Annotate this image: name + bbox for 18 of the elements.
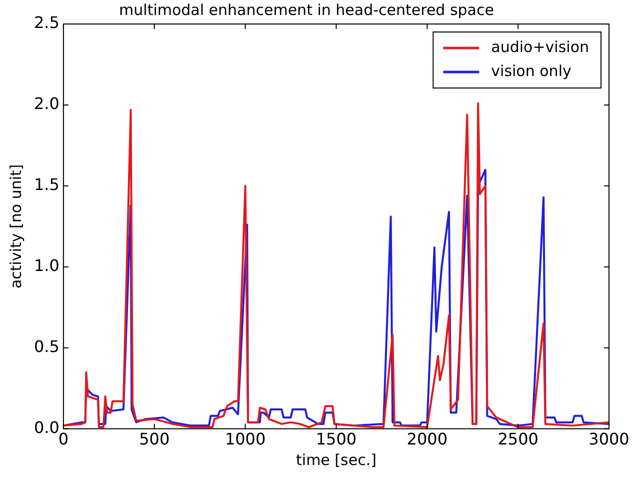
y-tick-label: 1.5 [34,175,60,194]
legend-label: audio+vision [491,38,590,56]
y-tick-label: 2.5 [34,13,60,32]
y-tick-label: 1.0 [34,256,60,276]
x-tick-label: 500 [139,430,170,449]
y-tick-label: 2.0 [34,94,60,114]
y-tick-label: 0.0 [34,418,60,437]
chart-title: multimodal enhancement in head-centered space [119,0,494,19]
x-axis-title: time [sec.] [296,450,376,469]
x-tick-label: 3000 [588,430,630,449]
legend-label: vision only [491,62,572,80]
x-tick-label: 2000 [406,430,448,449]
y-axis-title: activity [no unit] [6,164,25,289]
y-tick-label: 0.5 [34,336,60,356]
x-tick-label: 2500 [498,430,538,449]
x-tick-label: 0 [58,430,69,449]
x-tick-label: 1500 [316,430,357,449]
x-tick-label: 1000 [224,430,266,449]
